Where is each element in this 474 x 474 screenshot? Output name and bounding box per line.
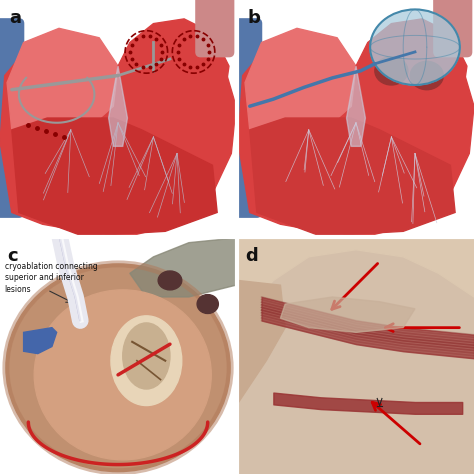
Ellipse shape <box>370 9 460 85</box>
Ellipse shape <box>410 61 443 90</box>
Polygon shape <box>250 118 455 236</box>
Polygon shape <box>12 118 217 236</box>
Polygon shape <box>245 28 356 135</box>
Polygon shape <box>118 19 229 113</box>
Polygon shape <box>238 238 474 320</box>
FancyBboxPatch shape <box>434 0 472 57</box>
Polygon shape <box>238 28 474 236</box>
Polygon shape <box>109 66 128 146</box>
Ellipse shape <box>375 57 408 85</box>
Ellipse shape <box>34 290 211 460</box>
Polygon shape <box>130 238 236 297</box>
Polygon shape <box>238 238 474 474</box>
Polygon shape <box>356 19 467 113</box>
Ellipse shape <box>6 264 230 472</box>
Text: a: a <box>9 9 21 27</box>
Text: b: b <box>247 9 260 27</box>
Text: c: c <box>7 247 18 265</box>
Polygon shape <box>0 28 236 236</box>
Polygon shape <box>281 297 415 332</box>
Ellipse shape <box>158 271 182 290</box>
FancyBboxPatch shape <box>228 19 262 217</box>
FancyBboxPatch shape <box>196 0 234 57</box>
FancyBboxPatch shape <box>0 19 24 217</box>
Text: cryoablation connecting
superior and inferior
lesions: cryoablation connecting superior and inf… <box>5 262 98 294</box>
Ellipse shape <box>123 323 170 389</box>
Polygon shape <box>346 66 365 146</box>
Text: d: d <box>245 247 258 265</box>
Ellipse shape <box>197 295 219 313</box>
Polygon shape <box>24 328 57 354</box>
Polygon shape <box>7 28 118 135</box>
Polygon shape <box>238 281 285 403</box>
Ellipse shape <box>111 316 182 406</box>
